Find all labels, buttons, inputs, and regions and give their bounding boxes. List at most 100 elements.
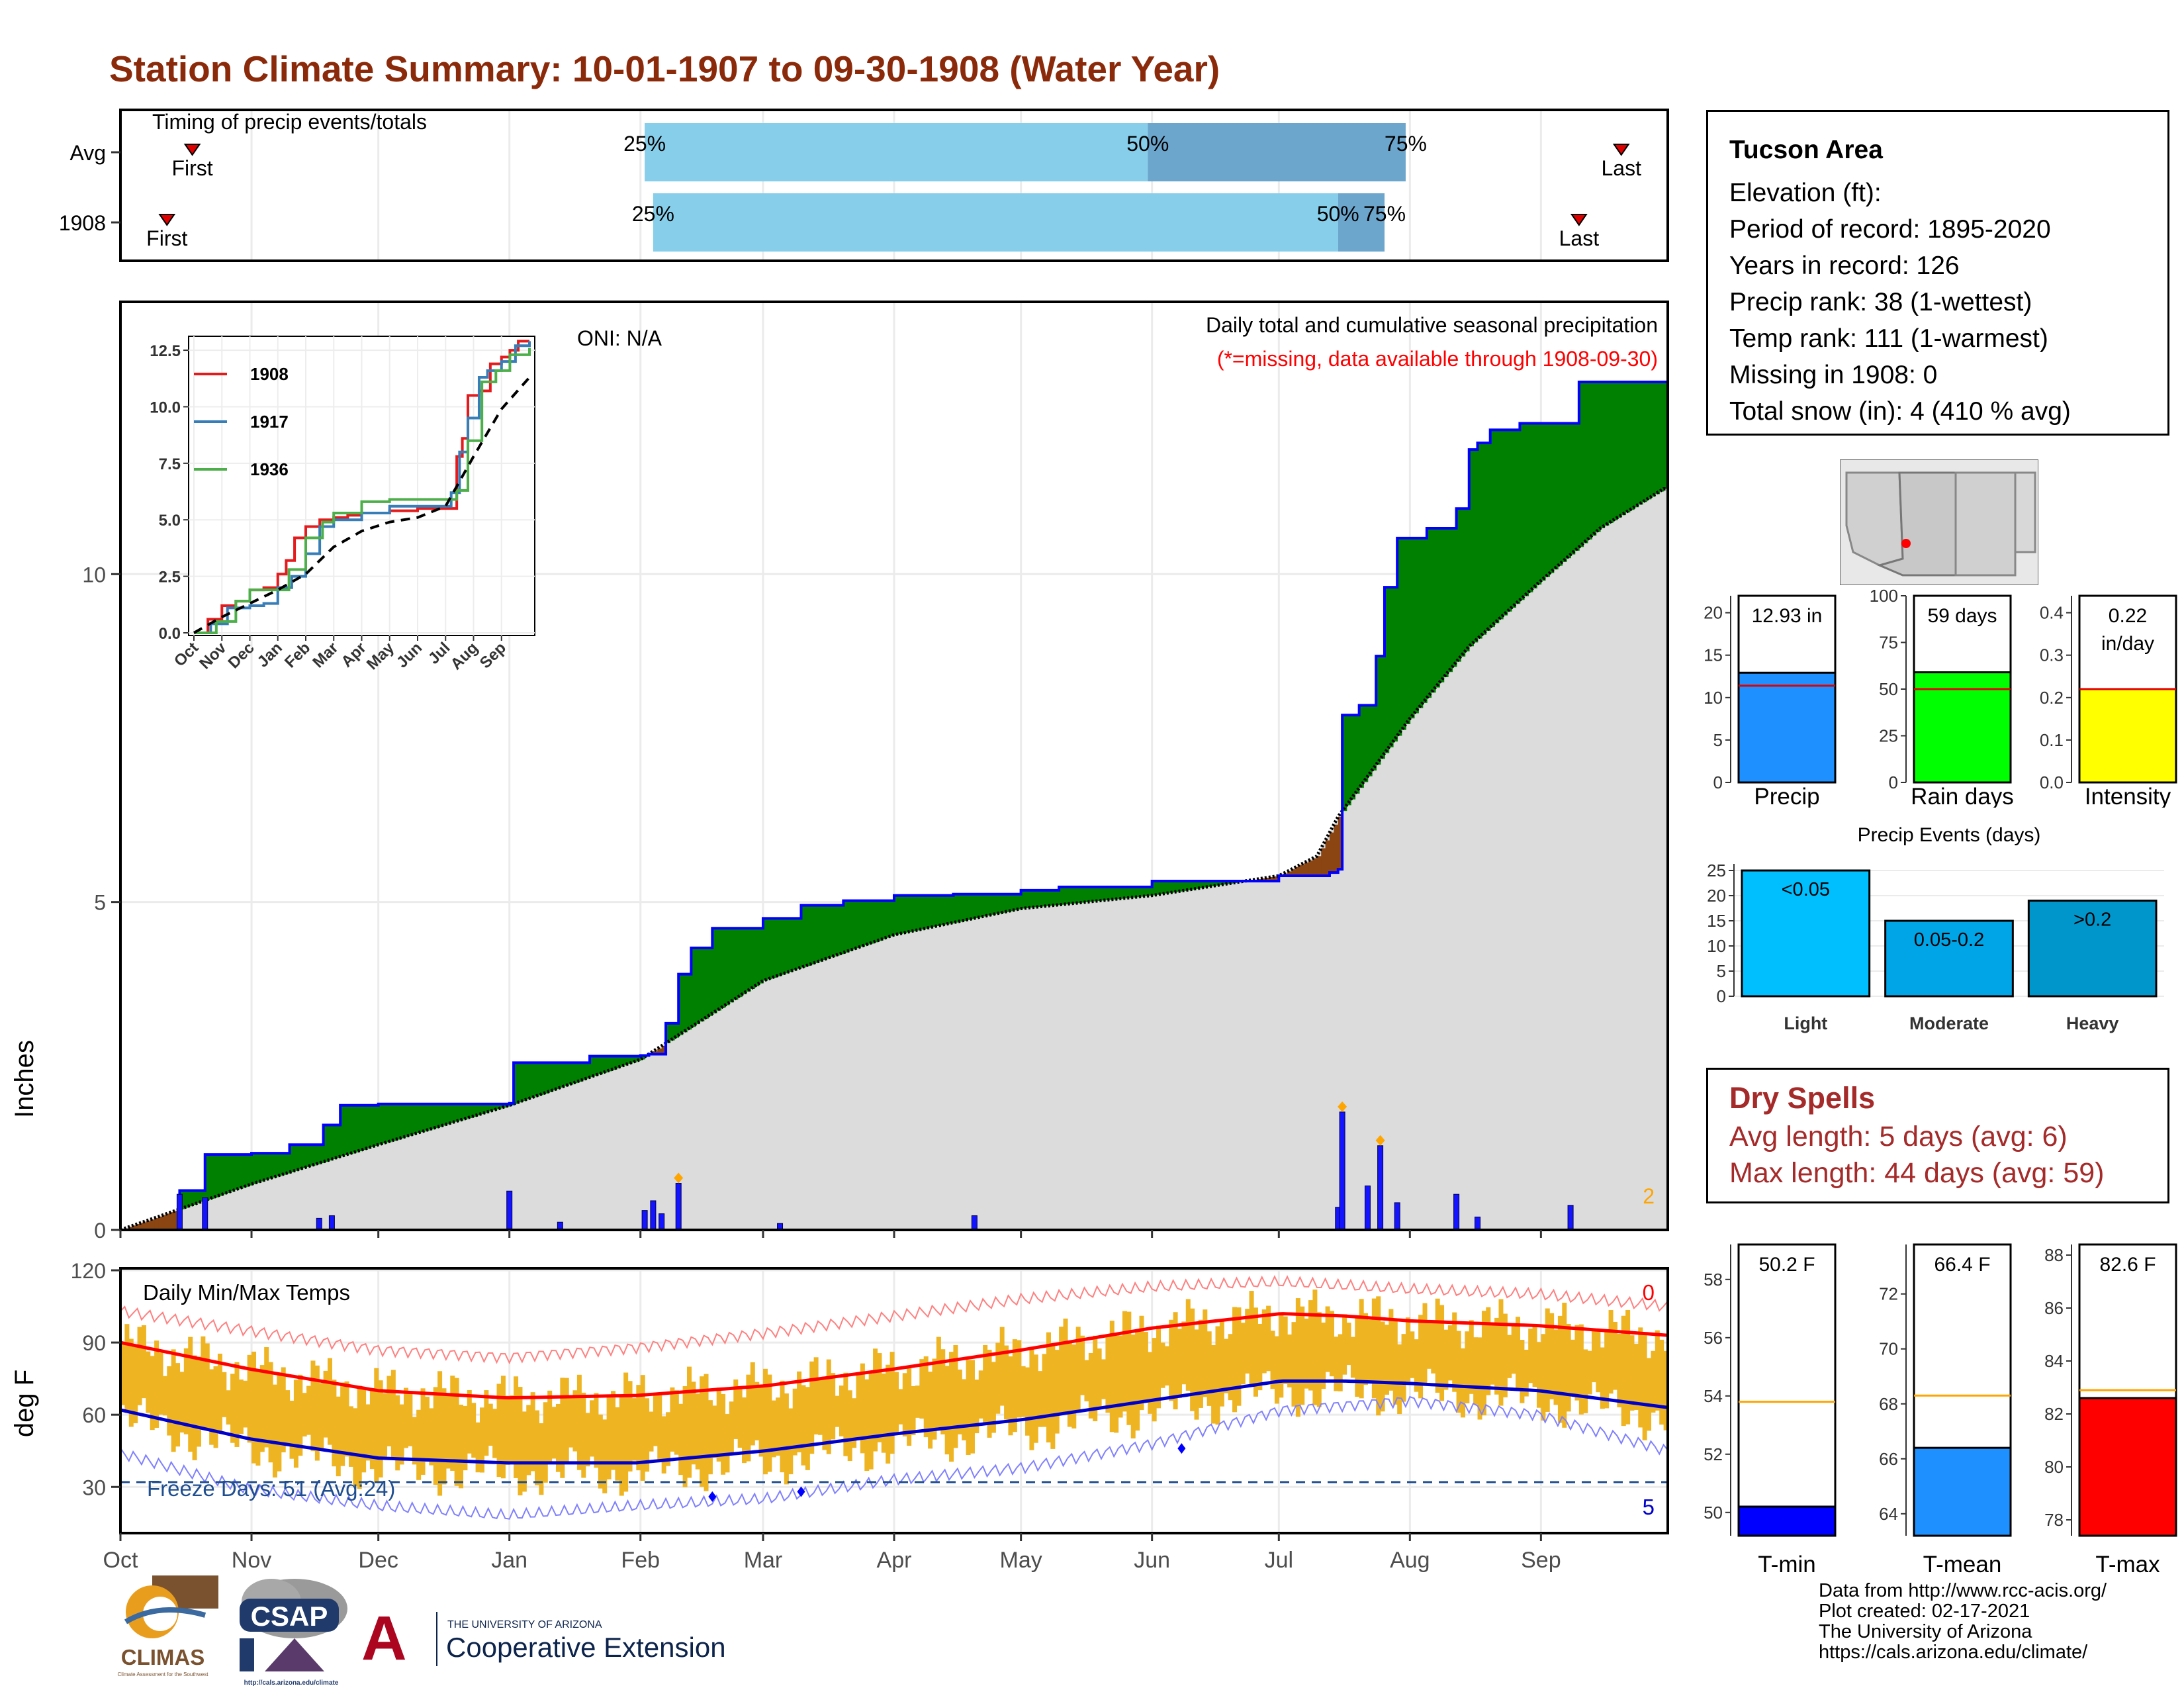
events-bar-label: 0.05-0.2	[1914, 929, 1984, 951]
departure-segment	[243, 1154, 248, 1188]
timing-p75-label: 75%	[1363, 202, 1406, 226]
daily-temp-range	[645, 1398, 650, 1472]
departure-segment	[1536, 423, 1542, 585]
departure-segment	[226, 1154, 231, 1194]
mini-bar-value-label2: in/day	[2101, 633, 2154, 655]
daily-temp-range	[192, 1355, 197, 1460]
temp-y-tick: 60	[82, 1403, 106, 1427]
departure-segment	[1422, 538, 1428, 703]
daily-temp-range	[205, 1343, 210, 1430]
daily-temp-range	[306, 1385, 312, 1435]
departure-segment	[293, 1145, 299, 1171]
daily-temp-range	[302, 1393, 307, 1437]
departure-segment	[1553, 423, 1559, 570]
first-marker	[183, 144, 201, 156]
departure-segment	[1380, 656, 1385, 759]
departure-segment	[758, 928, 764, 984]
inset-x-tick: Jun	[393, 639, 426, 671]
dry-spells-title: Dry Spells	[1729, 1081, 1876, 1115]
daily-temp-range	[1190, 1308, 1195, 1411]
daily-temp-range	[953, 1344, 958, 1448]
daily-temp-range	[408, 1393, 413, 1446]
daily-temp-range	[268, 1362, 273, 1463]
departure-segment	[551, 1062, 557, 1091]
daily-temp-range	[353, 1408, 358, 1487]
departure-segment	[598, 1056, 604, 1074]
daily-temp-range	[1093, 1335, 1098, 1422]
departure-segment	[1562, 423, 1567, 562]
departure-segment	[1405, 538, 1411, 724]
timing-first-label: First	[171, 156, 212, 180]
daily-precip-bar	[1453, 1194, 1460, 1231]
inset-x-tick: Jan	[254, 639, 286, 671]
daily-temp-range	[661, 1416, 666, 1474]
departure-segment	[788, 918, 794, 972]
daily-temp-range	[700, 1376, 705, 1487]
daily-temp-range	[1008, 1356, 1013, 1436]
daily-temp-range	[137, 1327, 142, 1405]
departure-segment	[162, 1215, 168, 1230]
departure-segment	[970, 894, 976, 919]
departure-segment	[1596, 382, 1601, 532]
departure-segment	[1274, 876, 1280, 881]
events-bar-label: >0.2	[2073, 910, 2111, 931]
daily-temp-range	[1431, 1320, 1436, 1374]
departure-segment	[1148, 886, 1153, 896]
departure-segment	[611, 1056, 616, 1070]
daily-temp-range	[264, 1347, 269, 1448]
last-marker	[1612, 144, 1630, 156]
daily-temp-range	[1469, 1320, 1474, 1394]
daily-temp-range	[560, 1378, 565, 1478]
departure-segment	[310, 1145, 316, 1166]
daily-precip-bar	[650, 1200, 657, 1231]
departure-segment	[1486, 443, 1491, 631]
daily-temp-range	[357, 1385, 362, 1489]
departure-segment	[1592, 382, 1597, 536]
daily-temp-range	[1279, 1315, 1284, 1398]
departure-segment	[1215, 880, 1220, 886]
daily-precip-bar	[659, 1213, 665, 1231]
daily-temp-range	[987, 1350, 992, 1438]
departure-segment	[289, 1145, 295, 1172]
daily-temp-range	[1578, 1324, 1584, 1415]
departure-segment	[133, 1225, 138, 1230]
month-tick-label: Jun	[1134, 1548, 1170, 1573]
daily-temp-range	[500, 1376, 506, 1479]
precip-y-tick: 5	[94, 891, 106, 915]
daily-temp-range	[1435, 1298, 1440, 1393]
departure-segment	[167, 1213, 172, 1230]
daily-temp-range	[1033, 1354, 1038, 1443]
daily-temp-range	[314, 1365, 320, 1461]
daily-temp-range	[336, 1396, 341, 1477]
daily-temp-range	[459, 1405, 464, 1489]
credit-line: The University of Arizona	[1819, 1621, 2032, 1642]
departure-segment	[974, 894, 979, 919]
daily-temp-range	[222, 1372, 227, 1417]
events-title: Precip Events (days)	[1858, 824, 2041, 846]
daily-precip-bar	[641, 1210, 648, 1231]
daily-temp-range	[1625, 1309, 1631, 1425]
daily-temp-range	[133, 1346, 138, 1424]
daily-temp-range	[712, 1405, 717, 1458]
daily-temp-range	[1385, 1325, 1389, 1395]
timing-row-label: 1908	[59, 211, 106, 235]
daily-temp-range	[847, 1390, 852, 1462]
daily-temp-range	[590, 1400, 595, 1457]
daily-temp-range	[243, 1380, 248, 1428]
daily-temp-range	[1452, 1312, 1457, 1392]
daily-temp-range	[1126, 1311, 1132, 1425]
daily-temp-range	[383, 1393, 388, 1457]
departure-segment	[1431, 528, 1436, 693]
mini-bar-category-label: Rain days	[1911, 784, 2014, 808]
month-tick-label: Dec	[358, 1548, 398, 1573]
freeze-days-label: Freeze Days: 51 (Avg:24)	[147, 1476, 395, 1501]
daily-temp-range	[1211, 1344, 1216, 1424]
departure-segment	[150, 1219, 155, 1230]
events-bar-label: <0.05	[1782, 879, 1830, 900]
station-line: Precip rank: 38 (1-wettest)	[1729, 288, 2032, 316]
departure-segment	[408, 1103, 413, 1136]
csap-logo: CSAP http://cals.arizona.edu/climate	[240, 1579, 347, 1687]
daily-temp-range	[1397, 1344, 1402, 1415]
departure-segment	[238, 1154, 244, 1189]
departure-segment	[987, 894, 992, 916]
